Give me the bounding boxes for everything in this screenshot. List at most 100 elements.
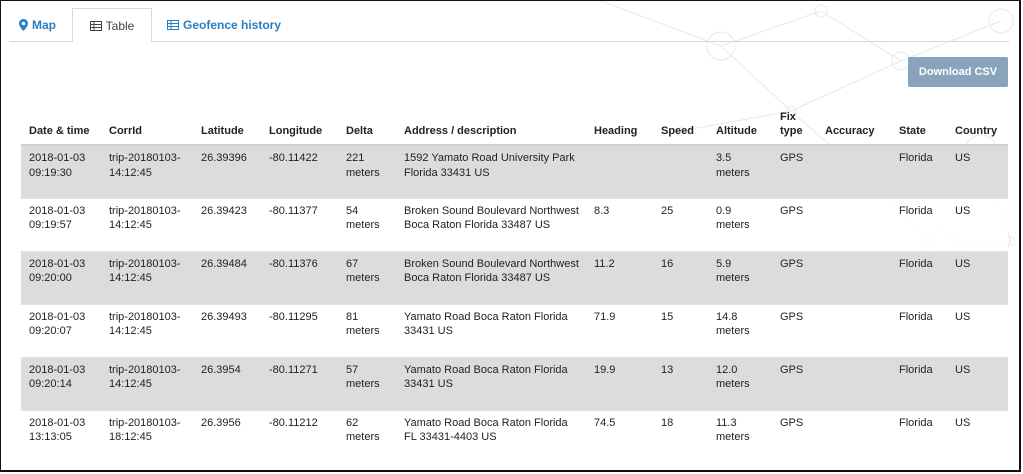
cell-latitude: 26.39484 bbox=[193, 250, 261, 304]
cell-fixtype: GPS bbox=[772, 303, 817, 357]
col-header-delta[interactable]: Delta bbox=[338, 106, 396, 146]
cell-speed: 16 bbox=[653, 250, 708, 304]
map-marker-icon bbox=[19, 18, 28, 31]
cell-fixtype: GPS bbox=[772, 144, 817, 198]
cell-corrid: trip-20180103-14:12:45 bbox=[101, 356, 193, 410]
col-header-corrid[interactable]: CorrId bbox=[101, 106, 193, 146]
cell-datetime: 2018-01-03 09:20:14 bbox=[21, 356, 101, 410]
cell-address: Yamato Road Boca Raton Florida 33431 US bbox=[396, 356, 586, 410]
table-row[interactable]: 2018-01-03 13:13:05 trip-20180103-18:12:4… bbox=[21, 409, 1008, 463]
cell-latitude: 26.39423 bbox=[193, 197, 261, 251]
cell-heading: 19.9 bbox=[586, 356, 653, 410]
tab-map-label: Map bbox=[32, 17, 56, 32]
cell-address: Broken Sound Boulevard Northwest Boca Ra… bbox=[396, 197, 586, 251]
table-row[interactable]: 2018-01-03 09:19:57 trip-20180103-14:12:4… bbox=[21, 197, 1008, 251]
col-header-latitude[interactable]: Latitude bbox=[193, 106, 261, 146]
cell-accuracy bbox=[817, 197, 891, 251]
cell-latitude: 26.3956 bbox=[193, 409, 261, 463]
table-row[interactable]: 2018-01-03 09:20:07 trip-20180103-14:12:4… bbox=[21, 303, 1008, 357]
cell-longitude: -80.11271 bbox=[261, 356, 338, 410]
cell-state: Florida bbox=[891, 197, 947, 251]
tab-map[interactable]: Map bbox=[19, 9, 56, 40]
cell-country: US bbox=[947, 409, 1008, 463]
cell-datetime: 2018-01-03 09:19:30 bbox=[21, 144, 101, 198]
table-row[interactable]: 2018-01-03 09:20:00 trip-20180103-14:12:4… bbox=[21, 250, 1008, 304]
cell-speed: 25 bbox=[653, 197, 708, 251]
cell-delta: 67 meters bbox=[338, 250, 396, 304]
cell-corrid: trip-20180103-14:12:45 bbox=[101, 144, 193, 198]
cell-fixtype: GPS bbox=[772, 250, 817, 304]
cell-datetime: 2018-01-03 09:20:00 bbox=[21, 250, 101, 304]
cell-country: US bbox=[947, 250, 1008, 304]
cell-accuracy bbox=[817, 409, 891, 463]
table-icon bbox=[167, 19, 179, 30]
tab-geofence-history[interactable]: Geofence history bbox=[167, 9, 281, 40]
cell-accuracy bbox=[817, 250, 891, 304]
col-header-longitude[interactable]: Longitude bbox=[261, 106, 338, 146]
col-header-heading[interactable]: Heading bbox=[586, 106, 653, 146]
cell-delta: 81 meters bbox=[338, 303, 396, 357]
cell-state: Florida bbox=[891, 250, 947, 304]
cell-country: US bbox=[947, 356, 1008, 410]
table-row[interactable]: 2018-01-03 09:20:14 trip-20180103-14:12:4… bbox=[21, 356, 1008, 410]
cell-speed: 15 bbox=[653, 303, 708, 357]
view-tabs: Map Table Geofence history bbox=[9, 7, 1009, 43]
cell-altitude: 11.3 meters bbox=[708, 409, 772, 463]
cell-state: Florida bbox=[891, 409, 947, 463]
download-csv-button[interactable]: Download CSV bbox=[908, 57, 1008, 87]
cell-state: Florida bbox=[891, 303, 947, 357]
cell-delta: 57 meters bbox=[338, 356, 396, 410]
cell-corrid: trip-20180103-14:12:45 bbox=[101, 197, 193, 251]
cell-country: US bbox=[947, 197, 1008, 251]
cell-latitude: 26.39493 bbox=[193, 303, 261, 357]
col-header-country[interactable]: Country bbox=[947, 106, 1008, 146]
cell-fixtype: GPS bbox=[772, 356, 817, 410]
col-header-datetime[interactable]: Date & time bbox=[21, 106, 101, 146]
cell-corrid: trip-20180103-14:12:45 bbox=[101, 303, 193, 357]
cell-fixtype: GPS bbox=[772, 409, 817, 463]
col-header-address[interactable]: Address / description bbox=[396, 106, 586, 146]
tab-geofence-history-label: Geofence history bbox=[183, 17, 282, 32]
cell-latitude: 26.3954 bbox=[193, 356, 261, 410]
cell-longitude: -80.11376 bbox=[261, 250, 338, 304]
cell-country: US bbox=[947, 144, 1008, 198]
cell-country: US bbox=[947, 303, 1008, 357]
cell-address: 1592 Yamato Road University Park Florida… bbox=[396, 144, 586, 198]
col-header-state[interactable]: State bbox=[891, 106, 947, 146]
cell-datetime: 2018-01-03 09:20:07 bbox=[21, 303, 101, 357]
cell-address: Yamato Road Boca Raton Florida 33431 US bbox=[396, 303, 586, 357]
col-header-fixtype[interactable]: Fix type bbox=[772, 106, 817, 146]
cell-heading: 74.5 bbox=[586, 409, 653, 463]
table-header-row: Date & time CorrId Latitude Longitude De… bbox=[21, 106, 1008, 146]
cell-delta: 54 meters bbox=[338, 197, 396, 251]
tab-table-label: Table bbox=[105, 18, 135, 33]
cell-corrid: trip-20180103-14:12:45 bbox=[101, 250, 193, 304]
cell-accuracy bbox=[817, 144, 891, 198]
cell-address: Broken Sound Boulevard Northwest Boca Ra… bbox=[396, 250, 586, 304]
cell-altitude: 5.9 meters bbox=[708, 250, 772, 304]
cell-corrid: trip-20180103-18:12:45 bbox=[101, 409, 193, 463]
tab-table[interactable]: Table bbox=[72, 8, 152, 43]
cell-fixtype: GPS bbox=[772, 197, 817, 251]
table-icon bbox=[89, 20, 102, 31]
table-row[interactable]: 2018-01-03 09:19:30 trip-20180103-14:12:4… bbox=[21, 144, 1008, 198]
cell-longitude: -80.11212 bbox=[261, 409, 338, 463]
cell-state: Florida bbox=[891, 356, 947, 410]
col-header-accuracy[interactable]: Accuracy bbox=[817, 106, 891, 146]
cell-heading bbox=[586, 144, 653, 198]
col-header-altitude[interactable]: Altitude bbox=[708, 106, 772, 146]
cell-speed: 18 bbox=[653, 409, 708, 463]
cell-accuracy bbox=[817, 356, 891, 410]
cell-heading: 11.2 bbox=[586, 250, 653, 304]
cell-longitude: -80.11377 bbox=[261, 197, 338, 251]
cell-delta: 62 meters bbox=[338, 409, 396, 463]
col-header-speed[interactable]: Speed bbox=[653, 106, 708, 146]
cell-altitude: 14.8 meters bbox=[708, 303, 772, 357]
cell-heading: 8.3 bbox=[586, 197, 653, 251]
location-table: Date & time CorrId Latitude Longitude De… bbox=[21, 106, 1008, 463]
cell-speed: 13 bbox=[653, 356, 708, 410]
cell-accuracy bbox=[817, 303, 891, 357]
cell-altitude: 0.9 meters bbox=[708, 197, 772, 251]
cell-longitude: -80.11295 bbox=[261, 303, 338, 357]
